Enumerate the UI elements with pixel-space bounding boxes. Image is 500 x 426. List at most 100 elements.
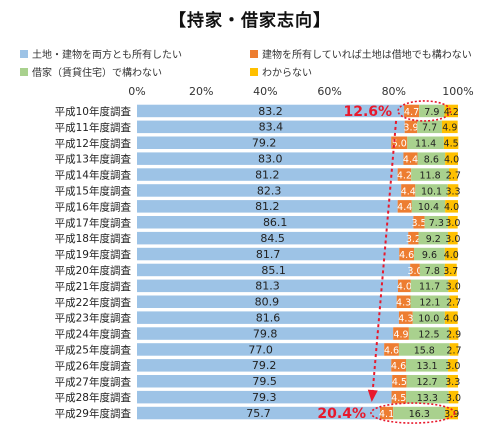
data-label: 7.8 [425,266,440,277]
x-tick-label: 60% [317,85,341,98]
annotation-label: 20.4% [317,406,366,422]
data-label: 12.1 [419,298,440,309]
data-label: 79.2 [252,137,277,150]
data-label: 4.7 [404,107,419,118]
data-label: 83.0 [258,152,283,165]
category-label: 平成26年度調査 [55,359,132,372]
data-label: 3.0 [445,234,460,245]
data-label: 4.9 [442,123,457,134]
data-label: 13.1 [416,361,437,372]
data-label: 81.2 [255,200,280,213]
data-label: 83.2 [258,105,283,118]
category-label: 平成28年度調査 [55,391,132,404]
data-label: 3.7 [443,266,458,277]
data-label: 3.3 [445,186,460,197]
data-label: 4.6 [384,345,399,356]
data-label: 4.1 [379,409,394,420]
data-label: 4.0 [397,282,412,293]
category-label: 平成18年度調査 [55,232,132,245]
data-label: 4.0 [444,202,459,213]
data-label: 7.9 [424,107,439,118]
data-label: 4.5 [391,393,406,404]
category-label: 平成24年度調査 [55,328,132,341]
data-label: 12.5 [418,329,439,340]
data-label: 79.5 [252,375,277,388]
data-label: 3.9 [403,123,418,134]
data-label: 13.3 [417,393,438,404]
data-label: 4.0 [444,313,459,324]
data-label: 79.3 [252,391,277,404]
data-label: 3.9 [444,409,459,420]
data-label: 2.7 [446,298,461,309]
data-label: 11.4 [415,139,436,150]
category-label: 平成22年度調査 [55,296,132,309]
data-label: 81.3 [255,280,280,293]
data-label: 80.9 [255,296,280,309]
x-tick-label: 80% [382,85,406,98]
data-label: 4.3 [398,313,413,324]
data-label: 7.7 [422,123,437,134]
data-label: 2.7 [446,345,461,356]
category-label: 平成10年度調査 [55,105,132,118]
data-label: 81.6 [256,311,281,324]
data-label: 4.6 [399,250,414,261]
data-label: 4.6 [391,361,406,372]
data-label: 11.7 [419,282,440,293]
data-label: 4.4 [401,186,416,197]
data-label: 4.9 [393,329,408,340]
data-label: 12.7 [416,377,437,388]
data-label: 3.0 [446,393,461,404]
x-tick-label: 100% [442,85,473,98]
data-label: 10.4 [418,202,439,213]
data-label: 11.8 [419,170,440,181]
data-label: 85.1 [261,264,286,277]
x-tick-label: 0% [128,85,145,98]
data-label: 4.0 [444,154,459,165]
category-label: 平成14年度調査 [55,169,132,182]
category-label: 平成20年度調査 [55,264,132,277]
data-label: 86.1 [263,216,288,229]
data-label: 4.4 [397,202,412,213]
data-label: 81.2 [255,168,280,181]
data-label: 7.3 [429,218,444,229]
data-label: 3.3 [445,377,460,388]
category-label: 平成11年度調査 [55,121,132,134]
category-label: 平成17年度調査 [55,216,132,229]
category-label: 平成27年度調査 [55,375,132,388]
category-label: 平成19年度調査 [55,248,132,261]
x-tick-label: 40% [253,85,277,98]
data-label: 10.0 [418,313,439,324]
data-label: 84.5 [260,232,285,245]
data-label: 79.2 [252,359,277,372]
category-label: 平成25年度調査 [55,343,132,356]
data-label: 3.0 [446,282,461,293]
data-label: 16.3 [409,409,430,420]
data-label: 82.3 [257,184,282,197]
data-label: 75.7 [246,407,271,420]
annotation-label: 12.6% [343,104,392,120]
data-label: 81.7 [256,248,281,261]
data-label: 9.6 [422,250,437,261]
category-label: 平成21年度調査 [55,280,132,293]
data-label: 8.6 [424,154,439,165]
category-label: 平成12年度調査 [55,137,132,150]
category-label: 平成15年度調査 [55,184,132,197]
data-label: 10.1 [421,186,442,197]
data-label: 79.8 [253,327,278,340]
data-label: 4.5 [392,377,407,388]
data-label: 4.5 [444,139,459,150]
data-label: 2.7 [446,170,461,181]
category-label: 平成16年度調査 [55,200,132,213]
category-label: 平成23年度調査 [55,312,132,325]
data-label: 3.0 [445,361,460,372]
data-label: 4.4 [403,154,418,165]
data-label: 9.2 [426,234,441,245]
data-label: 4.2 [444,107,459,118]
data-label: 3.5 [411,218,426,229]
data-label: 15.8 [414,345,435,356]
data-label: 77.0 [248,343,273,356]
x-tick-label: 20% [189,85,213,98]
data-label: 2.9 [446,329,461,340]
